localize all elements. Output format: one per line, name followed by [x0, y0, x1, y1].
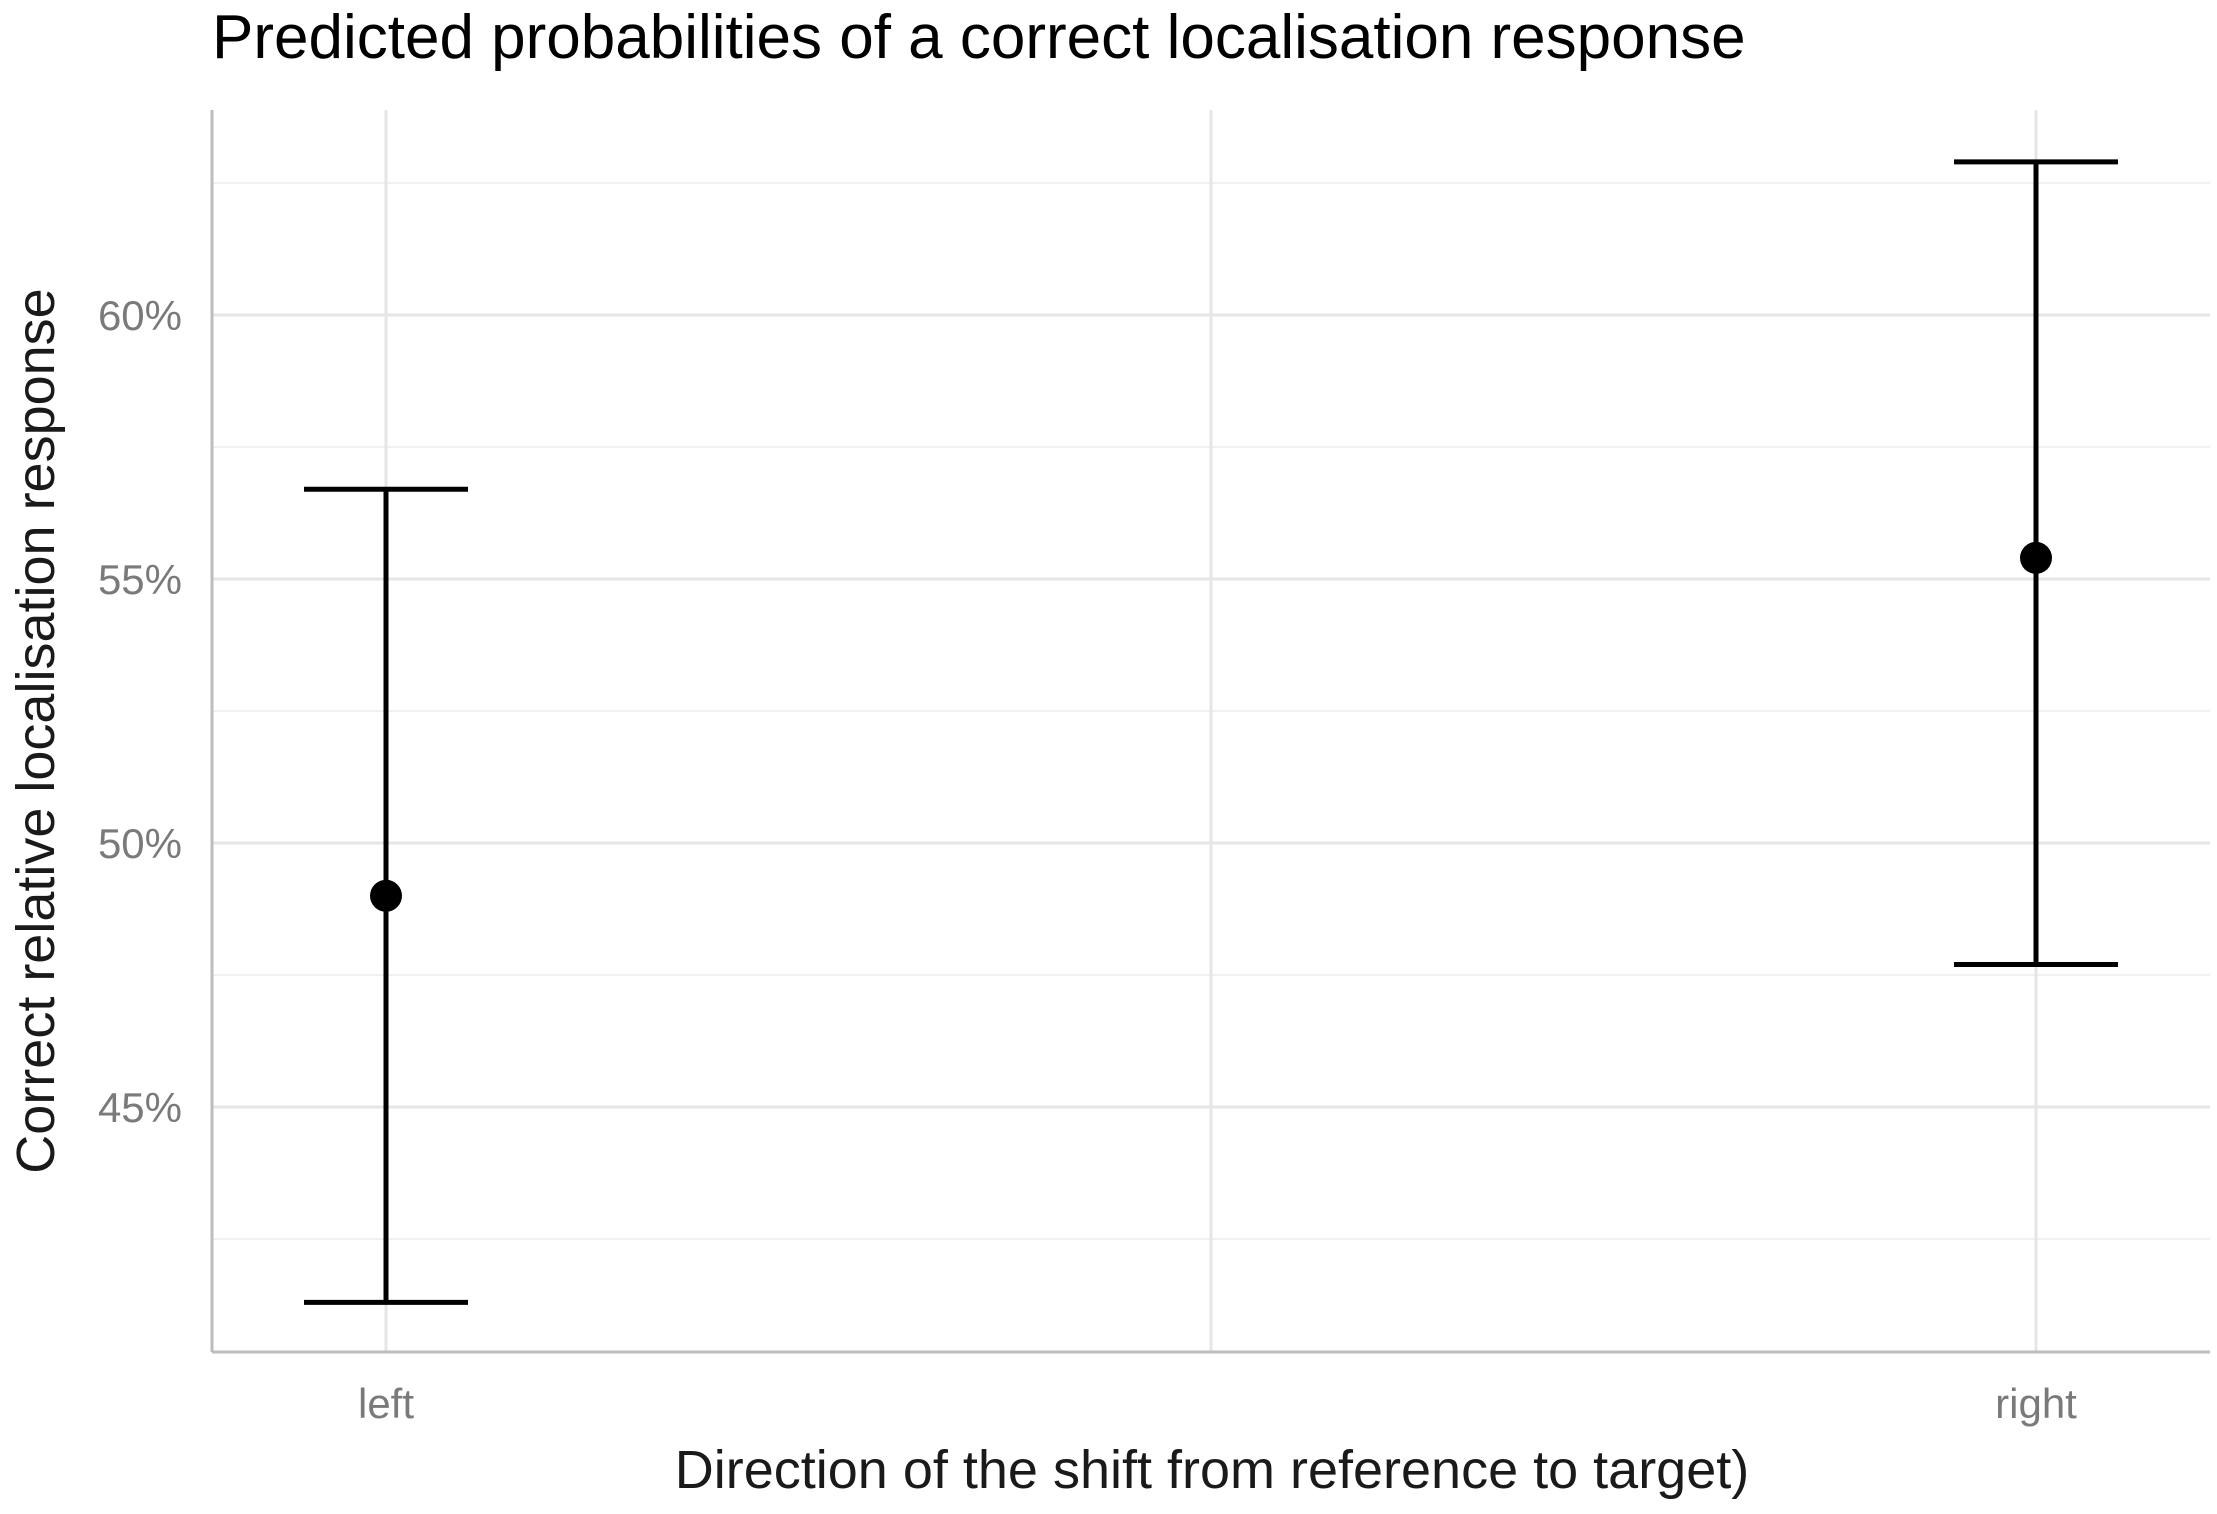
- data-marks: [304, 159, 2118, 1305]
- x-tick-label: right: [1995, 1380, 2077, 1427]
- y-axis-title: Correct relative localisation response: [6, 288, 66, 1173]
- x-axis-title: Direction of the shift from reference to…: [675, 1440, 1749, 1500]
- chart-title: Predicted probabilities of a correct loc…: [212, 3, 1746, 72]
- point-right: [2020, 541, 2052, 574]
- point-left: [370, 879, 402, 912]
- y-tick-label: 45%: [98, 1084, 182, 1131]
- x-tick-labels: left right: [358, 1380, 2077, 1427]
- y-tick-label: 55%: [98, 556, 182, 603]
- y-tick-label: 50%: [98, 820, 182, 867]
- grid: [212, 110, 2210, 1352]
- x-tick-label: left: [358, 1380, 414, 1427]
- y-tick-labels: 45% 50% 55% 60%: [98, 292, 182, 1131]
- y-tick-label: 60%: [98, 292, 182, 339]
